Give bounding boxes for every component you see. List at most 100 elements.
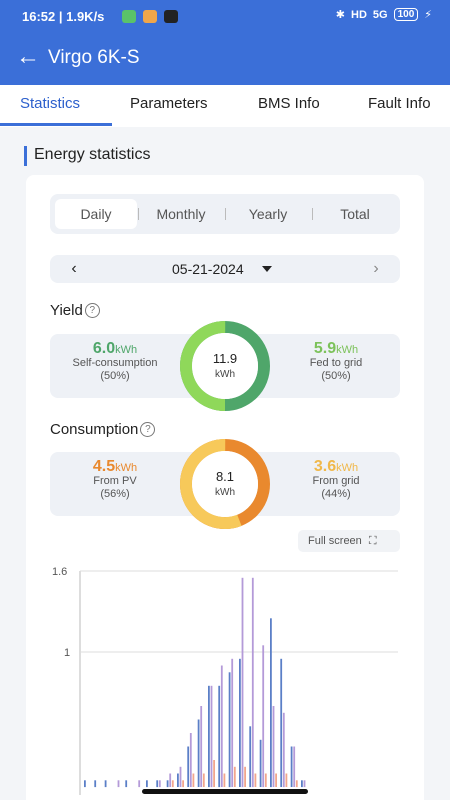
chart-bar [202, 773, 205, 787]
status-time: 16:52 | 1.9K/s [22, 9, 105, 24]
chart-bar [213, 760, 215, 787]
period-daily[interactable]: Daily [55, 199, 137, 229]
period-monthly[interactable]: Monthly [156, 206, 206, 222]
from-pv-pct: (56%) [100, 488, 130, 500]
chart-bar [259, 739, 262, 787]
yield-total-value: 11.9 [212, 351, 238, 366]
tab-statistics[interactable]: Statistics [20, 95, 81, 112]
chart-bar [301, 780, 303, 788]
fed-to-grid-value: 5.9 [313, 340, 337, 357]
period-yearly[interactable]: Yearly [248, 206, 288, 222]
chart-bar [117, 780, 120, 788]
fed-to-grid-unit: kWh [336, 344, 359, 356]
app-notification-icon [143, 10, 157, 23]
chart-bar [290, 746, 293, 787]
chart-bar [270, 618, 272, 788]
section-title: Energy statistics [24, 146, 150, 166]
next-date-chevron-icon[interactable]: › [373, 260, 379, 277]
chart-bar [218, 685, 221, 788]
consumption-box: 4.5kWh From PV (56%) 8.1 kWh 3.6kWh From… [50, 439, 400, 529]
page-title: Virgo 6K-S [48, 47, 140, 68]
yield-box: 6.0kWh Self-consumption (50%) 11.9 kWh 5… [50, 321, 400, 411]
divider [312, 208, 313, 220]
yield-total-unit: kWh [215, 369, 235, 380]
from-grid-unit: kWh [336, 462, 359, 474]
chart-bar [192, 773, 195, 787]
selected-date[interactable]: 05-21-2024 [172, 261, 244, 277]
app-notification-icon [122, 10, 136, 23]
chart-bar [182, 780, 184, 788]
chart-bar [251, 577, 254, 788]
consumption-total-unit: kWh [215, 487, 235, 498]
chart-bar [200, 706, 203, 787]
y-tick-label: 1 [64, 647, 70, 659]
dropdown-caret-icon[interactable] [262, 266, 272, 272]
prev-date-chevron-icon[interactable]: ‹ [71, 260, 77, 277]
app-header: 16:52 | 1.9K/s ✱ HD 5G 100 ⚡ ← Virgo 6K-… [0, 0, 450, 85]
period-total[interactable]: Total [340, 206, 370, 222]
chart-bar [264, 773, 267, 787]
tab-fault-info[interactable]: Fault Info [368, 95, 431, 112]
consumption-donut-chart [180, 439, 270, 529]
chart-bar [254, 773, 257, 787]
chart-bar [125, 780, 128, 788]
chart-bar [262, 645, 265, 788]
tab-parameters[interactable]: Parameters [130, 95, 208, 112]
hd-icon: HD [351, 8, 367, 21]
self-consumption-pct: (50%) [100, 370, 130, 382]
self-consumption-stat: 6.0kWh Self-consumption (50%) [55, 340, 175, 383]
expand-icon: ⛶ [368, 535, 377, 547]
chart-bar [249, 726, 252, 788]
chart-bar [187, 746, 190, 787]
chart-bar [272, 706, 275, 787]
divider [138, 208, 139, 220]
full-screen-label: Full screen [308, 535, 362, 547]
consumption-title: Consumption? [50, 421, 156, 438]
chart-bar [158, 780, 161, 788]
battery-icon: 100 [393, 8, 419, 21]
chart-bar [220, 665, 223, 787]
y-tick-label: 1.6 [52, 566, 67, 578]
chart-bar [179, 766, 182, 787]
back-arrow-icon[interactable]: ← [16, 43, 40, 70]
chart-bar [169, 773, 172, 787]
chart-bar [156, 780, 159, 788]
chart-bar [241, 577, 244, 788]
chart-bar [233, 766, 236, 787]
yield-donut-chart [180, 321, 270, 411]
date-picker: ‹ 05-21-2024 › [50, 255, 400, 283]
chart-bar [208, 685, 210, 788]
signal-icon: 5G [372, 8, 388, 21]
chart-bar [223, 773, 226, 787]
chart-bar [280, 658, 283, 787]
donut-segment-left [180, 439, 270, 529]
consumption-total-value: 8.1 [215, 469, 235, 484]
chart-bar [189, 733, 192, 787]
home-indicator [142, 789, 308, 794]
chart-bar [295, 780, 298, 788]
from-grid-value: 3.6 [313, 458, 337, 475]
self-consumption-unit: kWh [115, 344, 138, 356]
help-icon[interactable]: ? [84, 303, 100, 318]
self-consumption-value: 6.0 [92, 340, 116, 357]
chart-bar [239, 658, 241, 787]
chart-bar [303, 780, 306, 788]
chart-bar [171, 780, 174, 788]
help-icon[interactable]: ? [140, 422, 156, 437]
from-grid-stat: 3.6kWh From grid (44%) [276, 458, 396, 501]
from-pv-value: 4.5 [92, 458, 116, 475]
chart-bar [177, 773, 179, 787]
charging-icon: ⚡ [424, 9, 432, 21]
energy-bar-chart: 1.6 1 [52, 566, 398, 795]
donut-segment-left [180, 321, 270, 411]
full-screen-button[interactable]: Full screen ⛶ [298, 530, 400, 552]
chart-bar [275, 773, 277, 787]
fed-to-grid-label: Fed to grid [309, 357, 363, 369]
tab-bms-info[interactable]: BMS Info [258, 95, 320, 112]
period-selector: Daily Monthly Yearly Total [50, 194, 400, 234]
active-tab-indicator [0, 123, 112, 126]
chart-bar [285, 773, 288, 787]
chart-bars [84, 577, 306, 788]
bluetooth-icon: ✱ [335, 9, 345, 21]
title-bar: ← Virgo 6K-S [0, 42, 450, 74]
